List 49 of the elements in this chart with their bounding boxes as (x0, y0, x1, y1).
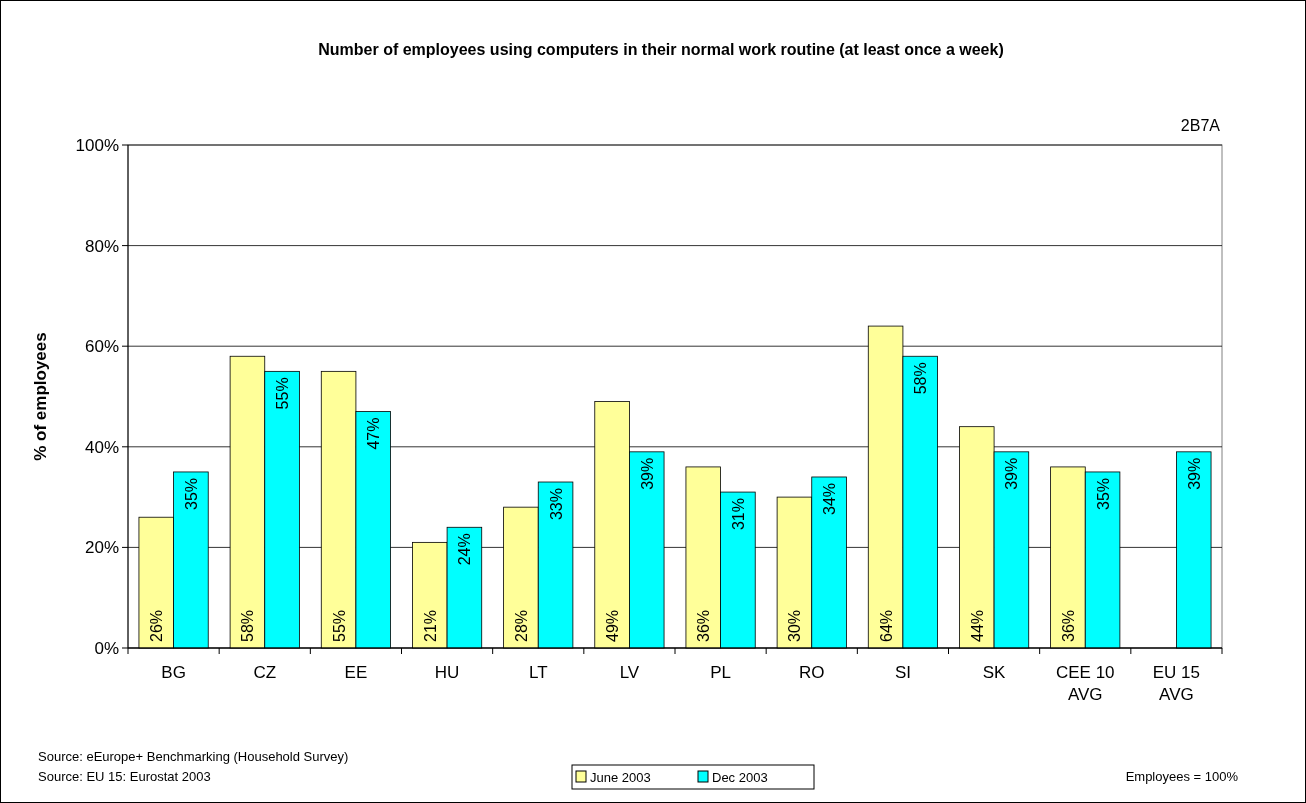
legend-label: Dec 2003 (712, 770, 768, 785)
data-label: 31% (729, 498, 747, 531)
x-tick-label: CEE 10 AVG (1055, 663, 1115, 704)
data-label: 26% (148, 609, 166, 642)
y-tick-label: 20% (84, 538, 119, 558)
data-label: 24% (456, 533, 474, 566)
data-label: 39% (638, 457, 656, 490)
chart-title: Number of employees using computers in their normal work routine (at least once a week) (318, 41, 1004, 58)
x-tick-label: HU (434, 663, 460, 682)
x-tick-label: LT (528, 663, 548, 682)
data-label: 39% (1003, 457, 1021, 490)
x-tick-label: EU 15 AVG (1152, 663, 1201, 704)
x-tick-label: CZ (253, 663, 277, 682)
source-note: Source: EU 15: Eurostat 2003 (38, 769, 211, 784)
x-tick-label: SI (894, 663, 911, 682)
text: 2B7A (1180, 117, 1221, 134)
data-label: 55% (274, 377, 292, 410)
data-label: 49% (604, 609, 622, 642)
data-label: 55% (330, 609, 348, 642)
data-label: 58% (912, 362, 930, 395)
legend-label: June 2003 (590, 770, 651, 785)
data-label: 44% (968, 609, 986, 642)
y-tick-label: 40% (84, 437, 119, 457)
data-label: 58% (239, 609, 257, 642)
data-label: 39% (1185, 457, 1203, 490)
y-tick-label: 0% (94, 638, 119, 658)
text: Employees = 100% (1125, 769, 1239, 784)
x-tick-label: LV (619, 663, 640, 682)
y-tick-label: 80% (84, 236, 119, 256)
data-label: 33% (547, 488, 565, 521)
data-label: 35% (1094, 477, 1112, 510)
x-tick-label: RO (799, 663, 825, 682)
x-tick-label: SK (982, 663, 1007, 682)
data-label: 36% (1059, 609, 1077, 642)
data-label: 64% (877, 609, 895, 642)
y-axis-title: % of employees (31, 332, 50, 461)
data-label: 36% (695, 609, 713, 642)
data-label: 21% (421, 609, 439, 642)
y-tick-label: 100% (75, 135, 119, 155)
x-tick-label: BG (161, 663, 186, 682)
y-tick-label: 60% (84, 337, 119, 357)
data-label: 30% (786, 609, 804, 642)
data-label: 34% (821, 482, 839, 516)
data-label: 28% (512, 609, 530, 642)
x-tick-label: EE (344, 663, 368, 682)
x-tick-label: PL (710, 663, 731, 682)
data-label: 47% (365, 417, 383, 450)
data-label: 35% (182, 477, 200, 510)
source-note: Source: eEurope+ Benchmarking (Household Survey) (38, 749, 349, 764)
